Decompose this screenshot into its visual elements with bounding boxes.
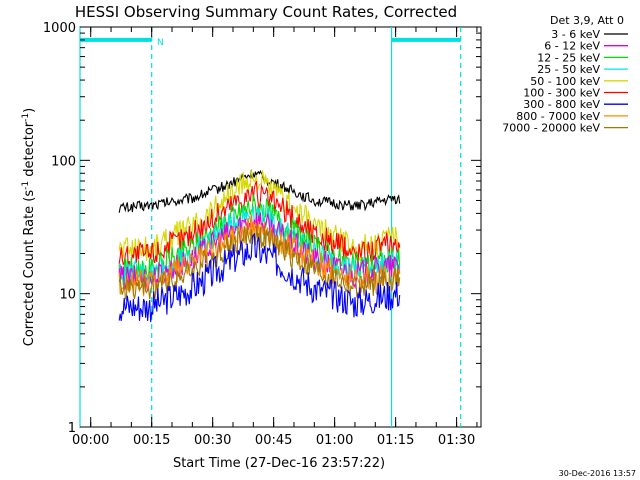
chart-title: HESSI Observing Summary Count Rates, Cor… bbox=[75, 3, 457, 21]
legend-entry-label: 25 - 50 keV bbox=[537, 63, 600, 76]
series-line bbox=[118, 232, 401, 323]
x-tick-label: 01:15 bbox=[377, 433, 414, 448]
series-line bbox=[118, 169, 401, 213]
series-line bbox=[118, 181, 401, 269]
legend-entry-label: 7000 - 20000 keV bbox=[502, 122, 600, 135]
series-group bbox=[118, 169, 401, 323]
x-tick-label: 00:30 bbox=[194, 433, 231, 448]
x-axis: 00:00 00:15 00:30 00:45 01:00 01:15 01:30 bbox=[72, 27, 478, 448]
legend-entry-label: 100 - 300 keV bbox=[523, 87, 600, 100]
footer-date: 30-Dec-2016 13:57 bbox=[559, 469, 636, 478]
y-axis-label: Corrected Count Rate (s-1 detector-1) bbox=[21, 108, 37, 346]
y-tick-label: 10 bbox=[59, 288, 76, 303]
time-markers bbox=[79, 27, 462, 427]
x-tick-label: 00:15 bbox=[133, 433, 170, 448]
y-tick-label: 1 bbox=[68, 421, 76, 436]
legend-entry-label: 12 - 25 keV bbox=[537, 51, 600, 64]
x-tick-label: 01:30 bbox=[438, 433, 475, 448]
legend-entry-label: 300 - 800 keV bbox=[523, 98, 600, 111]
y-axis: 1 10 100 1000 bbox=[43, 21, 481, 436]
series-line bbox=[118, 170, 401, 261]
y-tick-label: 1000 bbox=[43, 21, 76, 36]
x-tick-label: 00:00 bbox=[72, 433, 109, 448]
x-tick-label: 00:45 bbox=[255, 433, 292, 448]
legend-entry-label: 50 - 100 keV bbox=[530, 75, 600, 88]
legend-entry-label: 6 - 12 keV bbox=[544, 40, 600, 53]
y-tick-label: 100 bbox=[51, 154, 76, 169]
x-axis-label: Start Time (27-Dec-16 23:57:22) bbox=[173, 456, 385, 471]
legend-entry-label: 3 - 6 keV bbox=[551, 28, 600, 41]
legend-title: Det 3,9, Att 0 bbox=[550, 14, 624, 27]
x-tick-label: 01:00 bbox=[316, 433, 353, 448]
night-annotation: N bbox=[157, 38, 164, 48]
legend-entry-label: 800 - 7000 keV bbox=[516, 110, 600, 123]
